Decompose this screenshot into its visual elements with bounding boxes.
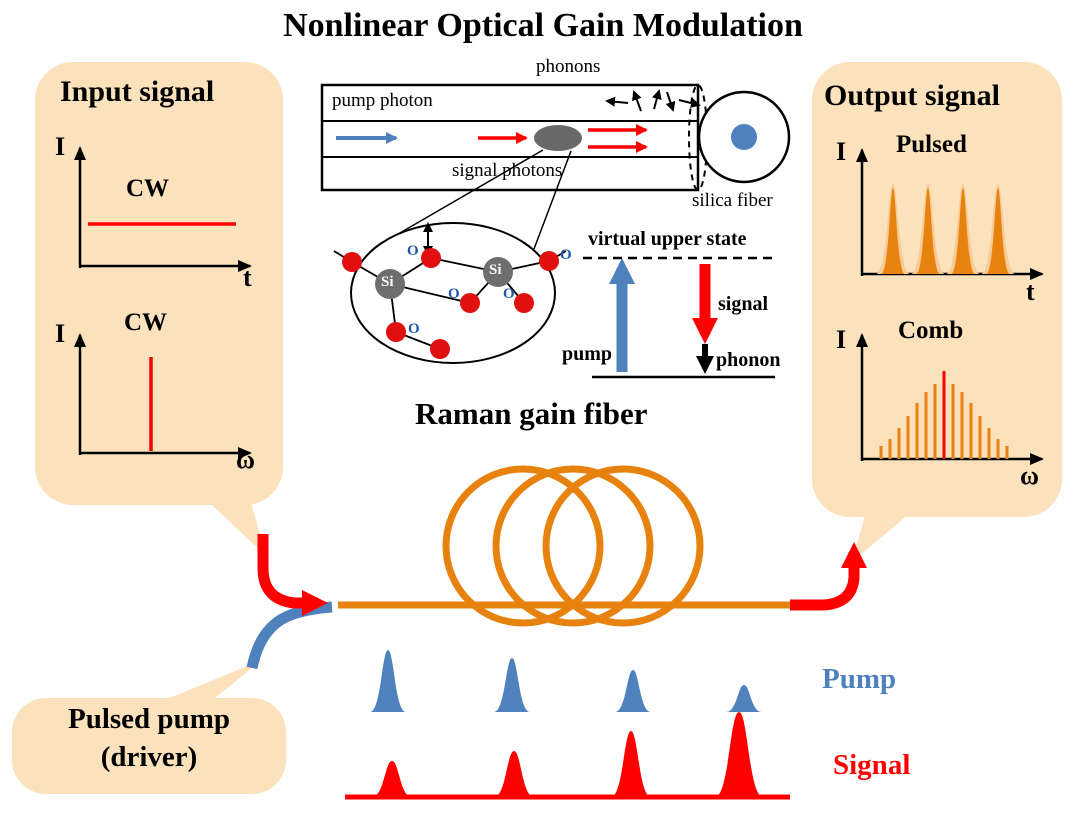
input-time-x-label: t <box>243 263 252 292</box>
input-panel-title: Input signal <box>60 75 215 108</box>
output-time-x-label: t <box>1026 277 1035 306</box>
input-time-plot <box>74 146 252 272</box>
input-bubble <box>35 62 283 556</box>
molecule-magnifier <box>333 149 572 364</box>
silicon-atom-label: Si <box>489 262 502 278</box>
amplified-signal-photon-arrows <box>588 124 648 153</box>
phonon-transition-label: phonon <box>716 349 781 371</box>
output-panel-title: Output signal <box>824 79 1000 112</box>
signal-transition-label: signal <box>718 293 769 315</box>
output-freq-annotation: Comb <box>898 317 964 344</box>
silica-molecule <box>333 222 567 359</box>
input-time-annotation: CW <box>126 175 170 202</box>
input-freq-x-label: ω <box>236 445 256 474</box>
pump-legend-label: Pump <box>822 663 897 695</box>
oxygen-atom-label: O <box>560 247 572 263</box>
input-time-y-label: I <box>55 132 66 161</box>
output-time-plot <box>856 148 1044 280</box>
silica-fiber-label: silica fiber <box>692 190 773 211</box>
output-freq-x-label: ω <box>1020 461 1040 490</box>
pump-pulse-train <box>370 650 762 712</box>
pump-driver-line2: (driver) <box>100 741 198 773</box>
oxygen-atom-label: O <box>408 321 420 337</box>
input-freq-annotation: CW <box>124 309 168 336</box>
pump-transition-label: pump <box>562 343 613 365</box>
pump-driver-bubble <box>12 660 286 794</box>
raman-gain-fiber-label: Raman gain fiber <box>415 396 648 431</box>
pump-input-arrow <box>246 601 333 670</box>
scattering-site <box>534 125 582 151</box>
output-freq-y-label: I <box>836 325 847 354</box>
pump-driver-line1: Pulsed pump <box>68 703 230 735</box>
pump-photon-label: pump photon <box>332 90 433 111</box>
comb-spectrum <box>879 371 1009 459</box>
output-bubble <box>812 62 1062 562</box>
virtual-state-label: virtual upper state <box>588 228 747 250</box>
signal-output-arrow <box>790 542 867 611</box>
oxygen-atom-label: O <box>407 243 419 259</box>
input-frequency-plot <box>74 333 252 459</box>
signal-photons-label: signal photons <box>452 160 563 181</box>
phonons-label: phonons <box>536 56 601 77</box>
fiber-coil <box>442 465 704 627</box>
fiber-core-dot <box>731 124 757 150</box>
pulsed-output-train <box>876 184 1015 274</box>
output-time-annotation: Pulsed <box>896 131 967 158</box>
fiber-schematic <box>320 83 708 192</box>
oxygen-atoms <box>342 248 559 359</box>
signal-pulse-train <box>345 712 790 800</box>
silicon-atom-label: Si <box>381 274 394 290</box>
silicon-atom <box>375 269 405 299</box>
input-freq-y-label: I <box>55 319 66 348</box>
output-time-y-label: I <box>836 137 847 166</box>
signal-input-arrow <box>257 534 328 616</box>
figure-title: Nonlinear Optical Gain Modulation <box>283 7 803 44</box>
fiber-cross-section <box>697 90 791 184</box>
oxygen-atom-label: O <box>503 286 515 302</box>
silicon-atom <box>483 257 513 287</box>
output-frequency-plot <box>856 333 1044 465</box>
energy-level-diagram <box>583 256 775 379</box>
signal-legend-label: Signal <box>833 749 911 781</box>
phonon-arrows <box>605 89 701 112</box>
oxygen-atom-label: O <box>448 286 460 302</box>
